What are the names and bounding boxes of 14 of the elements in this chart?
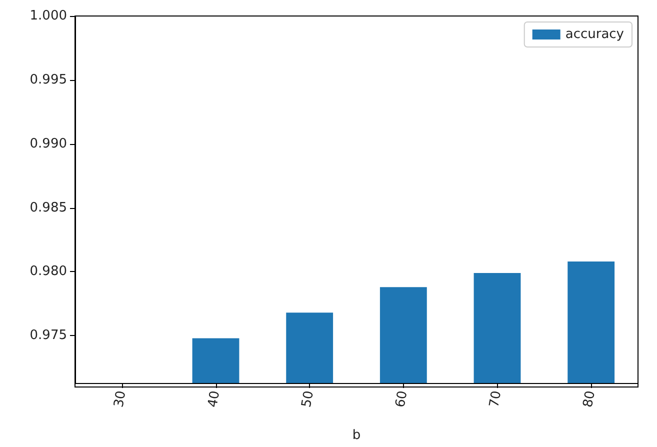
x-tick-label: 70 bbox=[486, 390, 505, 409]
y-tick-label: 0.990 bbox=[30, 136, 67, 152]
x-tick-label: 80 bbox=[580, 390, 598, 409]
x-tick-label: 30 bbox=[112, 390, 130, 409]
x-tick-label: 60 bbox=[393, 390, 411, 409]
y-tick-label: 0.995 bbox=[30, 72, 67, 88]
y-tick-label: 0.985 bbox=[30, 200, 67, 216]
x-tick-label: 50 bbox=[299, 390, 317, 409]
y-tick-label: 0.975 bbox=[30, 328, 67, 344]
y-tick-label: 1.000 bbox=[30, 8, 67, 24]
legend-label: accuracy bbox=[565, 27, 624, 42]
x-tick-label: 40 bbox=[205, 390, 224, 409]
y-tick-label: 0.980 bbox=[30, 264, 67, 280]
x-axis-title: b bbox=[352, 428, 361, 443]
